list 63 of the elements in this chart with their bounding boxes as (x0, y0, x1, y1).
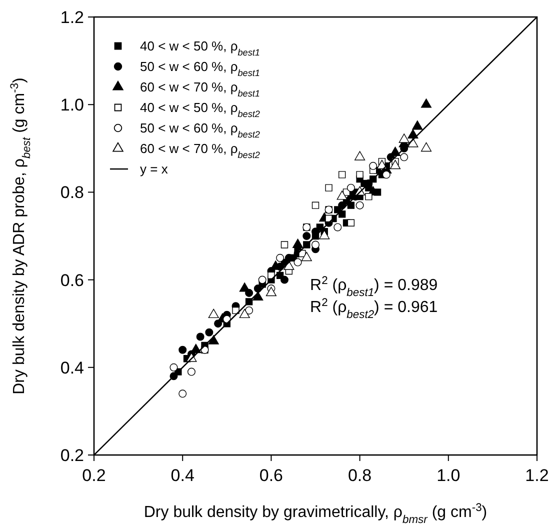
y-tick-label: 0.2 (60, 446, 84, 465)
x-tick-label: 0.6 (259, 466, 284, 485)
point (302, 232, 311, 240)
legend-label: 50 < w < 60 %, ρ$_{best2}$ (140, 120, 260, 140)
annotation: R$^{2}$ (ρ$_{best1}$) = 0.989 (310, 275, 438, 299)
point (196, 332, 204, 341)
legend-label: 60 < w < 70 %, ρ$_{best1}$ (140, 80, 260, 99)
legend-label: 40 < w < 50 %, ρ$_{best2}$ (140, 100, 260, 120)
point (420, 142, 432, 152)
x-tick-label: 1.0 (436, 466, 460, 485)
point (268, 272, 275, 280)
point (356, 171, 364, 178)
point (325, 184, 332, 192)
point (208, 308, 219, 318)
legend-label: y = x (140, 162, 168, 177)
point (325, 214, 332, 222)
x-axis-title: Dry bulk density by gravimetrically, ρ$_{bmsr}$ (g cm$^{-3}$) (144, 502, 488, 526)
x-tick-label: 0.8 (348, 466, 372, 485)
point (347, 219, 355, 226)
point (354, 151, 366, 160)
point (382, 170, 390, 179)
point (356, 201, 364, 210)
point (266, 286, 276, 296)
point (301, 252, 312, 262)
legend-label: 40 < w < 50 %, ρ$_{best1}$ (140, 38, 260, 58)
point (239, 308, 250, 318)
point (365, 192, 372, 200)
point (408, 129, 418, 138)
annotation: R$^{2}$ (ρ$_{best2}$) = 0.961 (310, 297, 438, 321)
point (398, 134, 410, 143)
point (346, 184, 355, 192)
point (369, 162, 378, 170)
y-tick-label: 0.6 (60, 270, 84, 290)
point (284, 260, 294, 270)
x-tick-label: 0.2 (82, 466, 106, 485)
point (232, 306, 240, 314)
y-tick-label: 1.2 (60, 8, 84, 27)
point (178, 346, 187, 354)
point (239, 282, 250, 292)
legend-label: 50 < w < 60 %, ρ$_{best1}$ (140, 59, 260, 78)
legend-label: 60 < w < 70 %, ρ$_{best2}$ (140, 141, 260, 160)
point (311, 240, 320, 249)
x-tick-label: 0.4 (170, 466, 194, 485)
point (170, 363, 178, 372)
point (412, 120, 423, 130)
point (258, 276, 266, 284)
point (280, 241, 288, 248)
point (280, 276, 288, 284)
y-tick-label: 0.8 (60, 183, 84, 202)
point (390, 160, 401, 170)
point (187, 368, 196, 376)
point (420, 98, 432, 108)
point (390, 146, 401, 156)
point (292, 238, 304, 248)
point (319, 230, 330, 240)
point (336, 190, 348, 200)
point (205, 328, 214, 336)
y-tick-label: 0.4 (60, 358, 84, 378)
point (338, 171, 346, 178)
y-tick-label: 1.0 (60, 96, 84, 115)
point (208, 335, 219, 344)
x-tick-label: 1.2 (525, 466, 549, 485)
point (312, 202, 320, 209)
